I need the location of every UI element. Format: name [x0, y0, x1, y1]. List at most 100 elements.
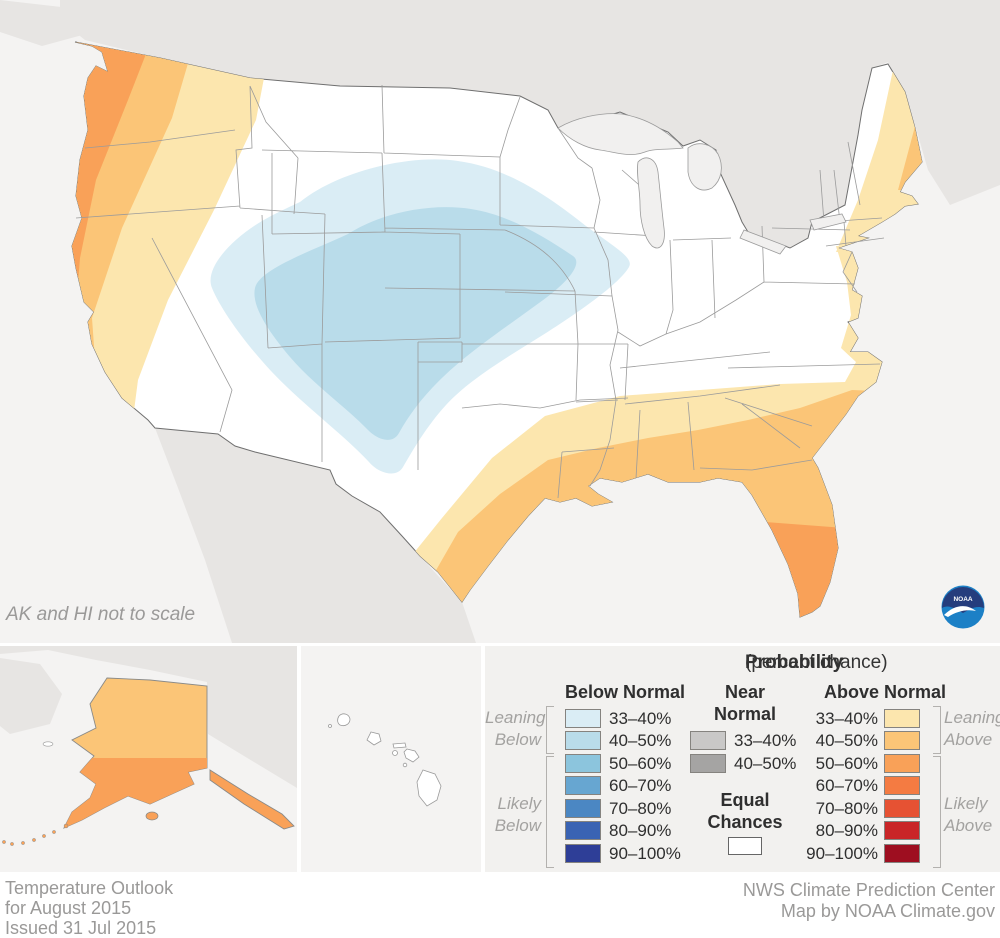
- legend-title-bold: Probability: [745, 652, 844, 673]
- niihau-island: [328, 724, 332, 728]
- near-swatch-33-40: [690, 731, 726, 750]
- kodiak-island: [145, 811, 159, 821]
- aleutian-island: [2, 840, 6, 844]
- below-label-80-90: 80–90%: [609, 821, 672, 840]
- lake-ontario: [809, 213, 847, 231]
- lake-erie: [739, 229, 787, 255]
- below-swatch-40-50: [565, 731, 601, 750]
- alaska-panhandle: [209, 769, 295, 830]
- mexico-landmass: [155, 428, 476, 643]
- leaning-below-line1: Leaning: [485, 708, 546, 727]
- vancouver-island: [0, 0, 86, 46]
- footer-title-line3: Issued 31 Jul 2015: [5, 918, 157, 938]
- below-normal-header: Below Normal: [564, 682, 686, 702]
- footer-title-line2: for August 2015: [5, 898, 132, 918]
- region-west-above-50: [72, 42, 153, 308]
- below-label-40-50: 40–50%: [609, 731, 672, 750]
- conus-map: [0, 0, 1000, 643]
- below-label-50-60: 50–60%: [609, 754, 672, 773]
- region-central-below-40: [254, 207, 577, 440]
- leaning-above-bracket: [933, 706, 941, 754]
- leaning-above-label: Leaning Above: [944, 707, 1000, 751]
- aleutian-island: [42, 834, 46, 838]
- hawaii-inset-panel: [301, 646, 481, 872]
- equal-chances-swatch: [728, 837, 762, 855]
- great-lakes: [557, 113, 847, 255]
- footer-title-block: Temperature Outlook for August 2015 Issu…: [5, 878, 173, 938]
- st-lawrence-island: [42, 741, 54, 747]
- alaska-inset-panel: [0, 646, 297, 872]
- leaning-above-line1: Leaning: [944, 708, 1000, 727]
- big-island: [416, 769, 442, 807]
- noaa-logo-text: NOAA: [953, 596, 972, 603]
- footer: Temperature Outlook for August 2015 Issu…: [0, 876, 1000, 938]
- below-swatch-80-90: [565, 821, 601, 840]
- lake-michigan: [637, 157, 665, 249]
- state-borders: [75, 84, 885, 499]
- likely-below-line2: Below: [494, 816, 541, 835]
- below-label-70-80: 70–80%: [609, 799, 672, 818]
- above-swatch-50-60: [884, 754, 920, 773]
- above-label-40-50: 40–50%: [815, 731, 878, 750]
- likely-above-bracket: [933, 756, 941, 868]
- leaning-below-line2: Below: [494, 730, 541, 749]
- likely-above-line2: Above: [944, 816, 993, 835]
- lake-huron: [687, 143, 722, 191]
- above-label-50-60: 50–60%: [815, 754, 878, 773]
- likely-below-line1: Likely: [497, 794, 541, 813]
- footer-credit-block: NWS Climate Prediction Center Map by NOA…: [743, 880, 995, 922]
- legend-title-rest: (percent chance): [745, 652, 888, 673]
- above-swatch-40-50: [884, 731, 920, 750]
- near-normal-header-line2: Normal: [713, 704, 776, 724]
- above-swatch-70-80: [884, 799, 920, 818]
- near-label-40-50: 40–50%: [734, 754, 797, 773]
- aleutian-island: [32, 838, 36, 842]
- equal-chances-label-line2: Chances: [707, 812, 783, 832]
- kahoolawe-island: [402, 762, 408, 768]
- aleutian-island: [63, 823, 69, 829]
- above-label-33-40: 33–40%: [815, 709, 878, 728]
- above-normal-header: Above Normal: [823, 682, 947, 702]
- below-label-33-40: 33–40%: [609, 709, 672, 728]
- hawaii-inset-map: [301, 646, 481, 872]
- noaa-logo: NOAA: [941, 585, 985, 629]
- above-swatch-60-70: [884, 776, 920, 795]
- noaa-logo-crest: [942, 587, 984, 613]
- canada-russia-land: [0, 646, 297, 788]
- near-label-33-40: 33–40%: [734, 731, 797, 750]
- likely-above-line1: Likely: [944, 794, 988, 813]
- footer-title-line1: Temperature Outlook: [5, 878, 174, 898]
- aleutian-island: [52, 830, 56, 834]
- below-label-60-70: 60–70%: [609, 776, 672, 795]
- alaska-inset-map: [0, 646, 297, 872]
- kauai-island: [337, 713, 351, 727]
- below-swatch-33-40: [565, 709, 601, 728]
- aleutian-islands: [2, 823, 69, 846]
- conus-map-panel: AK and HI not to scale NOAA: [0, 0, 1000, 643]
- lake-superior: [557, 113, 684, 155]
- equal-chances-label-line1: Equal: [720, 790, 770, 810]
- oahu-island: [366, 731, 382, 746]
- leaning-below-bracket: [546, 706, 554, 754]
- hawaiian-islands: [328, 713, 442, 807]
- lanai-island: [392, 750, 398, 756]
- above-label-80-90: 80–90%: [815, 821, 878, 840]
- above-label-90-100: 90–100%: [806, 844, 878, 863]
- leaning-above-line2: Above: [944, 730, 993, 749]
- below-swatch-50-60: [565, 754, 601, 773]
- russia-chukotka: [0, 658, 62, 734]
- hawaii-ocean: [301, 646, 481, 872]
- scale-note: AK and HI not to scale: [6, 604, 196, 625]
- likely-above-label: Likely Above: [944, 793, 1000, 837]
- below-swatch-60-70: [565, 776, 601, 795]
- maui-island: [403, 748, 420, 763]
- near-normal-header-line1: Near: [724, 682, 766, 702]
- below-swatch-70-80: [565, 799, 601, 818]
- footer-credit-line2: Map by NOAA Climate.gov: [780, 901, 995, 921]
- molokai-island: [392, 742, 407, 749]
- above-label-60-70: 60–70%: [815, 776, 878, 795]
- noaa-logo-gull: [944, 606, 976, 617]
- above-swatch-80-90: [884, 821, 920, 840]
- likely-below-label: Likely Below: [485, 793, 541, 837]
